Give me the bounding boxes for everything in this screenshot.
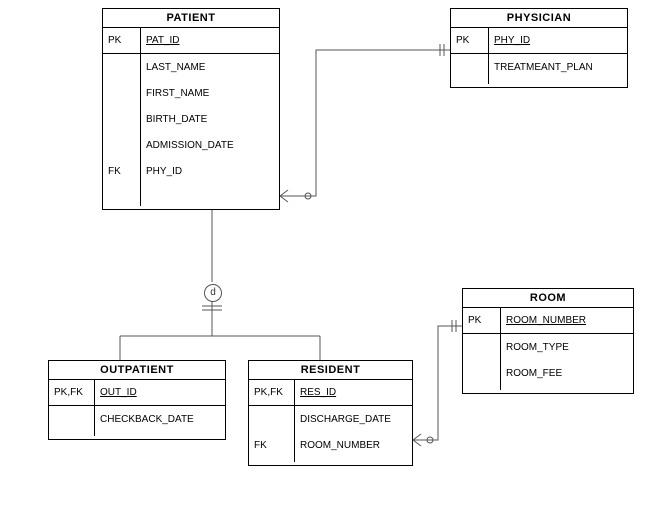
entity-resident: RESIDENT PK,FK FK RES_ID DISCHARGE_DATE … — [248, 360, 413, 466]
key-cell — [463, 360, 500, 386]
key-cell — [49, 406, 94, 432]
entity-physician-title: PHYSICIAN — [451, 9, 627, 28]
entity-room-title: ROOM — [463, 289, 633, 308]
key-cell — [103, 106, 140, 132]
attr-cell: OUT_ID — [95, 380, 225, 406]
key-cell — [103, 54, 140, 80]
attr-cell: TREATMEANT_PLAN — [489, 54, 627, 80]
entity-patient-title: PATIENT — [103, 9, 279, 28]
key-cell: FK — [103, 158, 140, 184]
entity-resident-title: RESIDENT — [249, 361, 412, 380]
attr-cell: ROOM_TYPE — [501, 334, 633, 360]
entity-outpatient-title: OUTPATIENT — [49, 361, 225, 380]
er-diagram-canvas: PATIENT PK FK PAT_ID LAST_NAME FIRST_NAM… — [0, 0, 651, 511]
attr-cell: FIRST_NAME — [141, 80, 279, 106]
entity-patient: PATIENT PK FK PAT_ID LAST_NAME FIRST_NAM… — [102, 8, 280, 210]
inheritance-d-icon: d — [204, 284, 222, 302]
attr-cell: PHY_ID — [489, 28, 627, 54]
key-cell — [103, 132, 140, 158]
attr-cell: ROOM_NUMBER — [295, 432, 412, 458]
entity-outpatient: OUTPATIENT PK,FK OUT_ID CHECKBACK_DATE — [48, 360, 226, 440]
key-cell — [451, 54, 488, 80]
entity-room: ROOM PK ROOM_NUMBER ROOM_TYPE ROOM_FEE — [462, 288, 634, 394]
attr-cell: BIRTH_DATE — [141, 106, 279, 132]
key-cell: PK — [103, 28, 140, 54]
key-cell: PK — [451, 28, 488, 54]
attr-cell: PHY_ID — [141, 158, 279, 184]
key-cell: PK — [463, 308, 500, 334]
attr-cell: LAST_NAME — [141, 54, 279, 80]
entity-physician: PHYSICIAN PK PHY_ID TREATMEANT_PLAN — [450, 8, 628, 88]
attr-cell: ROOM_NUMBER — [501, 308, 633, 334]
key-cell — [463, 334, 500, 360]
attr-cell: PAT_ID — [141, 28, 279, 54]
key-cell — [103, 80, 140, 106]
attr-cell: DISCHARGE_DATE — [295, 406, 412, 432]
attr-cell: ADMISSION_DATE — [141, 132, 279, 158]
attr-cell: RES_ID — [295, 380, 412, 406]
key-cell: PK,FK — [249, 380, 294, 406]
key-cell: PK,FK — [49, 380, 94, 406]
key-cell — [249, 406, 294, 432]
attr-cell: CHECKBACK_DATE — [95, 406, 225, 432]
attr-cell: ROOM_FEE — [501, 360, 633, 386]
key-cell: FK — [249, 432, 294, 458]
